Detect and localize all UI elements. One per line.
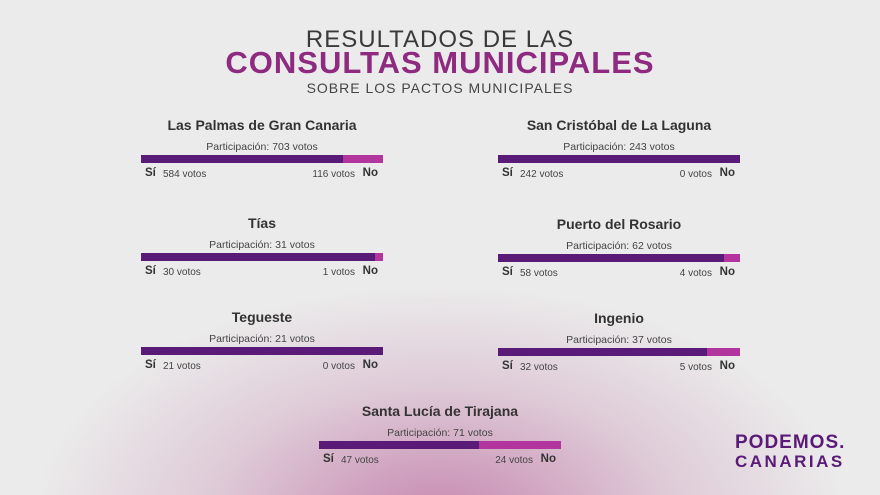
no-votes: 24 votos <box>495 455 533 466</box>
municipality-name: San Cristóbal de La Laguna <box>526 117 712 133</box>
no-label: No <box>362 265 378 277</box>
si-votes: 32 votos <box>520 362 558 373</box>
si-label: Sí <box>145 359 156 371</box>
municipality-name: Tegueste <box>231 309 293 325</box>
no-label: No <box>362 167 378 179</box>
bar-si <box>498 348 708 356</box>
subtitle: SOBRE LOS PACTOS MUNICIPALES <box>306 80 574 96</box>
si-votes: 242 votos <box>520 169 564 180</box>
title-line-2: CONSULTAS MUNICIPALES <box>225 45 655 80</box>
bar-si <box>498 155 740 163</box>
si-label: Sí <box>502 167 513 179</box>
participation-label: Participación: 21 votos <box>209 333 315 345</box>
no-label: No <box>719 360 735 372</box>
no-votes: 5 votos <box>679 362 712 373</box>
no-votes: 1 votos <box>322 267 355 278</box>
no-votes: 116 votos <box>312 169 355 180</box>
title-line-1: RESULTADOS DE LAS <box>305 26 575 53</box>
municipality-name: Las Palmas de Gran Canaria <box>167 117 357 133</box>
bar-no <box>141 253 383 261</box>
podemos-canarias-logo: PODEMOS. CANARIAS <box>735 433 845 471</box>
si-votes: 30 votos <box>163 267 201 278</box>
bar-si <box>498 254 725 262</box>
bar-si <box>141 253 376 261</box>
si-votes: 47 votos <box>341 455 379 466</box>
no-votes: 0 votos <box>679 169 712 180</box>
no-votes: 4 votos <box>679 268 712 279</box>
participation-label: Participación: 31 votos <box>209 239 315 251</box>
si-label: Sí <box>502 266 513 278</box>
participation-label: Participación: 37 votos <box>566 334 672 346</box>
municipality-name: Ingenio <box>594 310 644 326</box>
participation-label: Participación: 243 votos <box>563 141 675 153</box>
municipality-name: Puerto del Rosario <box>556 216 682 232</box>
municipality-name: Tías <box>247 215 276 231</box>
si-votes: 584 votos <box>163 169 207 180</box>
participation-label: Participación: 703 votos <box>206 141 318 153</box>
si-label: Sí <box>502 360 513 372</box>
bar-si <box>141 347 383 355</box>
bar-no <box>498 254 740 262</box>
bar-no <box>141 347 383 355</box>
bar-no <box>498 348 740 356</box>
si-label: Sí <box>323 453 334 465</box>
si-label: Sí <box>145 265 156 277</box>
bar-no <box>498 155 740 163</box>
no-label: No <box>362 359 378 371</box>
bar-no <box>319 441 561 449</box>
bar-si <box>319 441 480 449</box>
municipality-name: Santa Lucía de Tirajana <box>361 403 519 419</box>
no-label: No <box>719 167 735 179</box>
si-votes: 58 votos <box>520 268 558 279</box>
bar-si <box>141 155 343 163</box>
si-label: Sí <box>145 167 156 179</box>
bar-no <box>141 155 383 163</box>
no-label: No <box>540 453 556 465</box>
si-votes: 21 votos <box>163 361 201 372</box>
logo-line-2: CANARIAS <box>735 452 845 471</box>
participation-label: Participación: 71 votos <box>387 427 493 439</box>
no-votes: 0 votos <box>322 361 355 372</box>
participation-label: Participación: 62 votos <box>566 240 672 252</box>
no-label: No <box>719 266 735 278</box>
logo-line-1: PODEMOS. <box>735 432 846 453</box>
